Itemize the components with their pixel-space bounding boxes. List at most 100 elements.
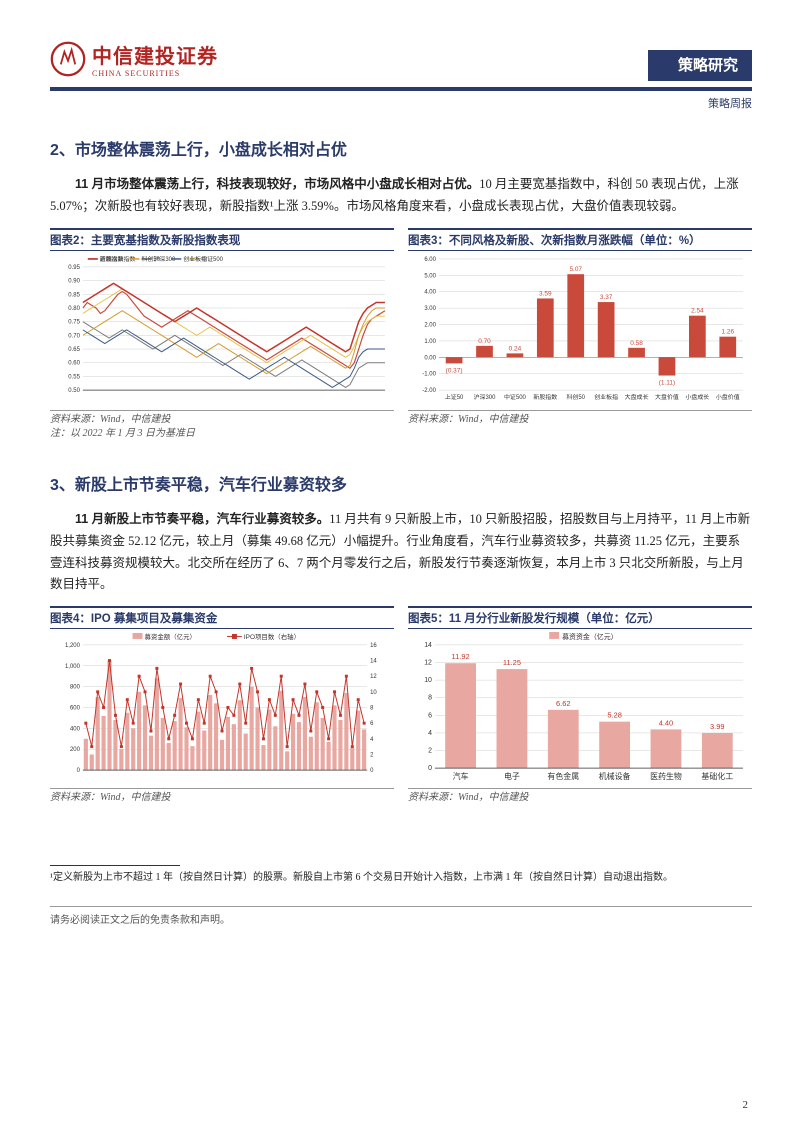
- svg-text:0.80: 0.80: [68, 306, 80, 312]
- svg-text:(1.11): (1.11): [659, 379, 675, 386]
- chart3-title: 图表3：不同风格及新股、次新指数月涨跌幅（单位：%）: [408, 228, 752, 251]
- footer: 请务必阅读正文之后的免责条款和声明。: [50, 907, 752, 926]
- svg-text:2.54: 2.54: [691, 307, 704, 314]
- chart2-cell: 图表2：主要宽基指数及新股指数表现 0.500.550.600.650.700.…: [50, 228, 394, 441]
- svg-text:0.24: 0.24: [509, 345, 522, 352]
- svg-text:16: 16: [370, 643, 377, 649]
- svg-text:0.65: 0.65: [68, 347, 80, 353]
- chart5: 0 2 4 6 8 10 12 14 募资资金（亿元） 11.92 汽车 11.25 电子 6.62 有色金…: [408, 629, 752, 789]
- svg-text:0: 0: [428, 765, 432, 772]
- svg-text:0.70: 0.70: [478, 338, 491, 345]
- svg-text:上证50: 上证50: [445, 393, 464, 401]
- svg-text:2.00: 2.00: [424, 322, 436, 328]
- svg-text:募资资金（亿元）: 募资资金（亿元）: [562, 632, 618, 641]
- svg-text:电子: 电子: [504, 771, 520, 781]
- logo-en: CHINA SECURITIES: [92, 69, 218, 78]
- svg-text:800: 800: [70, 685, 81, 691]
- section2-title: 2、市场整体震荡上行，小盘成长相对占优: [50, 136, 752, 160]
- svg-text:200: 200: [70, 747, 81, 753]
- section2-para: 11 月市场整体震荡上行，科技表现较好，市场风格中小盘成长相对占优。10 月主要…: [50, 174, 752, 218]
- svg-text:科创50: 科创50: [142, 255, 161, 263]
- svg-text:新股指数: 新股指数: [100, 255, 124, 263]
- svg-text:1,000: 1,000: [65, 664, 81, 670]
- svg-text:6.62: 6.62: [556, 699, 570, 708]
- svg-text:IPO项目数（右轴）: IPO项目数（右轴）: [244, 632, 300, 641]
- svg-text:-1.00: -1.00: [422, 371, 436, 377]
- svg-text:600: 600: [70, 706, 81, 712]
- svg-text:5.28: 5.28: [607, 711, 621, 720]
- svg-text:0.90: 0.90: [68, 278, 80, 284]
- svg-text:0.58: 0.58: [630, 340, 643, 347]
- logo-icon: [50, 41, 86, 77]
- svg-text:4.00: 4.00: [424, 289, 436, 295]
- section3-title: 3、新股上市节奏平稳，汽车行业募资较多: [50, 471, 752, 495]
- chart2-title: 图表2：主要宽基指数及新股指数表现: [50, 228, 394, 251]
- svg-text:11.92: 11.92: [452, 652, 470, 661]
- svg-text:6.00: 6.00: [424, 257, 436, 263]
- svg-text:机械设备: 机械设备: [599, 771, 631, 781]
- chart3-cell: 图表3：不同风格及新股、次新指数月涨跌幅（单位：%） -2.00-1.000.0…: [408, 228, 752, 441]
- chart3-src: 资料来源：Wind，中信建投: [408, 413, 752, 427]
- svg-text:0.70: 0.70: [68, 333, 80, 339]
- svg-text:4.40: 4.40: [659, 719, 673, 728]
- chart5-title: 图表5：11 月分行业新股发行规模（单位：亿元）: [408, 606, 752, 629]
- svg-text:6: 6: [370, 721, 374, 727]
- svg-text:0.85: 0.85: [68, 292, 80, 298]
- svg-text:创业板指: 创业板指: [594, 393, 618, 401]
- section3-para: 11 月新股上市节奏平稳，汽车行业募资较多。11 月共有 9 只新股上市，10 …: [50, 509, 752, 597]
- svg-text:沪深300: 沪深300: [474, 393, 497, 401]
- svg-text:小盘成长: 小盘成长: [685, 393, 709, 401]
- chart5-src: 资料来源：Wind，中信建投: [408, 791, 752, 805]
- svg-text:医药生物: 医药生物: [650, 771, 682, 781]
- svg-text:0: 0: [370, 768, 374, 774]
- svg-text:科创50: 科创50: [566, 393, 585, 401]
- svg-text:10: 10: [424, 677, 432, 684]
- svg-text:小盘价值: 小盘价值: [716, 393, 740, 401]
- svg-text:2: 2: [428, 748, 432, 755]
- svg-text:3.99: 3.99: [710, 722, 724, 731]
- chart2: 0.500.550.600.650.700.750.800.850.900.95…: [50, 251, 394, 411]
- chart-row-1: 图表2：主要宽基指数及新股指数表现 0.500.550.600.650.700.…: [50, 228, 752, 441]
- svg-text:大盘价值: 大盘价值: [655, 393, 679, 401]
- svg-text:12: 12: [424, 660, 432, 667]
- chart4-cell: 图表4：IPO 募集项目及募集资金 0 200 400 600 800 1,000 1,20…: [50, 606, 394, 805]
- chart2-note: 注：以 2022 年 1 月 3 日为基准日: [50, 428, 195, 439]
- svg-text:有色金属: 有色金属: [547, 771, 579, 781]
- svg-text:0.00: 0.00: [424, 355, 436, 361]
- svg-text:3.37: 3.37: [600, 294, 613, 301]
- svg-text:创业板指: 创业板指: [183, 255, 207, 263]
- svg-text:募资金额（亿元）: 募资金额（亿元）: [144, 632, 196, 641]
- page-number: 2: [743, 1099, 749, 1111]
- svg-text:大盘成长: 大盘成长: [625, 393, 649, 401]
- svg-text:(0.37): (0.37): [446, 367, 463, 374]
- subheader: 策略周报: [50, 95, 752, 111]
- svg-text:0: 0: [77, 768, 81, 774]
- svg-text:8: 8: [428, 695, 432, 702]
- svg-text:2: 2: [370, 753, 374, 759]
- svg-text:1.26: 1.26: [722, 328, 735, 335]
- svg-text:1.00: 1.00: [424, 339, 436, 345]
- chart5-cell: 图表5：11 月分行业新股发行规模（单位：亿元） 0 2 4 6 8 10 12 14 募资资金…: [408, 606, 752, 805]
- svg-text:4: 4: [428, 730, 432, 737]
- svg-text:0.95: 0.95: [68, 265, 80, 271]
- svg-text:400: 400: [70, 727, 81, 733]
- chart4-src: 资料来源：Wind，中信建投: [50, 791, 394, 805]
- svg-text:0.50: 0.50: [68, 388, 80, 394]
- svg-text:4: 4: [370, 737, 374, 743]
- chart4-title: 图表4：IPO 募集项目及募集资金: [50, 606, 394, 629]
- svg-text:11.25: 11.25: [503, 658, 521, 667]
- svg-text:14: 14: [424, 642, 432, 649]
- chart-row-2: 图表4：IPO 募集项目及募集资金 02004006008001,0001,20…: [50, 606, 752, 805]
- svg-text:1,200: 1,200: [65, 643, 81, 649]
- svg-text:5.00: 5.00: [424, 273, 436, 279]
- chart4: 02004006008001,0001,2000246810121416募资金额…: [50, 629, 394, 789]
- svg-text:6: 6: [428, 713, 432, 720]
- logo-cn: 中信建投证券: [92, 40, 218, 69]
- svg-text:8: 8: [370, 706, 374, 712]
- logo: 中信建投证券 CHINA SECURITIES: [50, 40, 218, 78]
- svg-text:基础化工: 基础化工: [701, 771, 733, 781]
- svg-text:汽车: 汽车: [453, 771, 469, 781]
- svg-text:中证500: 中证500: [504, 393, 527, 401]
- page-header: 中信建投证券 CHINA SECURITIES 策略研究: [50, 40, 752, 91]
- svg-text:3.59: 3.59: [539, 290, 552, 297]
